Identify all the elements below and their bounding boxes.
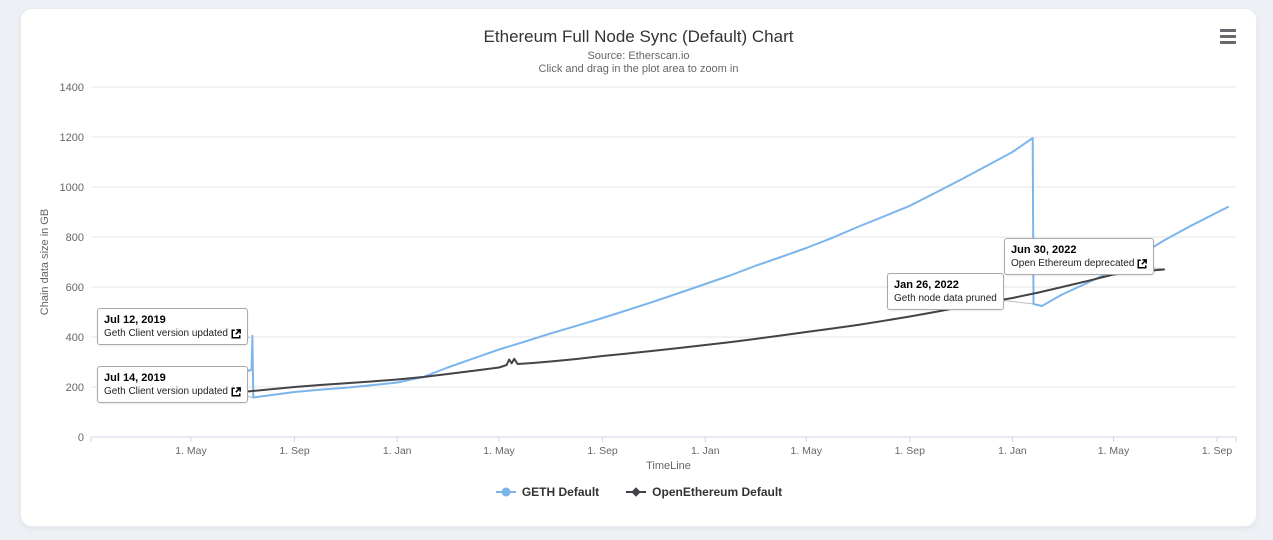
annotation-date: Jul 14, 2019 [104,372,166,384]
x-axis-tick-label: 1. May [175,445,207,457]
x-axis-title: TimeLine [646,460,691,472]
y-axis-tick-label: 1000 [60,182,84,194]
chart-context-menu-button[interactable] [1218,28,1238,45]
series-line-openethereum [104,268,1165,402]
x-axis-tick-label: 1. Jan [998,445,1027,457]
chart-legend: GETH Default OpenEthereum Default [21,485,1256,499]
annotation-text: Geth Client version updated [104,385,241,398]
annotation-callout: Jul 12, 2019 Geth Client version updated [97,308,248,346]
x-axis-tick-label: 1. Jan [383,445,412,457]
y-axis-tick-label: 1200 [60,132,84,144]
annotation-date: Jul 12, 2019 [104,314,166,326]
chart-source-subtitle: Source: Etherscan.io [587,50,690,62]
hamburger-icon [1220,29,1236,32]
x-axis-tick-label: 1. Sep [1202,445,1233,457]
annotation-date: Jun 30, 2022 [1011,244,1077,256]
x-axis-tick-label: 1. May [483,445,515,457]
y-axis-tick-label: 1400 [60,82,84,94]
chart-card: Ethereum Full Node Sync (Default) Chart … [20,8,1257,527]
annotation-callout: Jan 26, 2022 Geth node data pruned [887,273,1004,311]
chart-svg: 0 200 400 600 800 1000 1200 1400 Chain data size… [39,82,1237,472]
x-axis-tick-label: 1. Sep [279,445,310,457]
annotation-text: Geth Client version updated [104,327,241,340]
annotation-text: Open Ethereum deprecated [1011,257,1148,270]
annotation-callout: Jun 30, 2022 Open Ethereum deprecated [1004,238,1155,276]
y-axis-tick-label: 400 [66,332,84,344]
external-link-icon[interactable] [231,386,241,397]
y-axis-title: Chain data size in GB [39,209,51,315]
chart-zoom-hint: Click and drag in the plot area to zoom … [538,63,739,75]
annotation-date: Jan 26, 2022 [894,279,959,291]
legend-label-geth: GETH Default [521,485,600,499]
legend-item-openethereum[interactable]: OpenEthereum Default [625,485,782,499]
chart-title: Ethereum Full Node Sync (Default) Chart [483,27,794,46]
y-axis-tick-label: 200 [66,382,84,394]
plot-area[interactable]: 0 200 400 600 800 1000 1200 1400 Chain data size… [21,9,1256,526]
external-link-icon[interactable] [231,328,241,339]
y-axis-tick-label: 800 [66,232,84,244]
y-axis-tick-label: 600 [66,282,84,294]
annotation-text: Geth node data pruned [894,293,997,305]
external-link-icon[interactable] [1137,258,1148,269]
circle-marker-icon [495,487,516,497]
annotation-connector [998,299,1035,305]
annotation-callout: Jul 14, 2019 Geth Client version updated [97,366,248,404]
diamond-marker-icon [626,487,647,497]
x-axis-tick-label: 1. May [1098,445,1130,457]
x-axis-tick-label: 1. Sep [895,445,926,457]
x-axis-tick-label: 1. Sep [587,445,618,457]
y-axis-tick-label: 0 [78,432,84,444]
x-axis-tick-label: 1. May [791,445,823,457]
legend-label-openethereum: OpenEthereum Default [652,485,783,499]
series-line-geth [104,137,1229,402]
legend-item-geth[interactable]: GETH Default [495,485,599,499]
x-axis-tick-label: 1. Jan [691,445,720,457]
